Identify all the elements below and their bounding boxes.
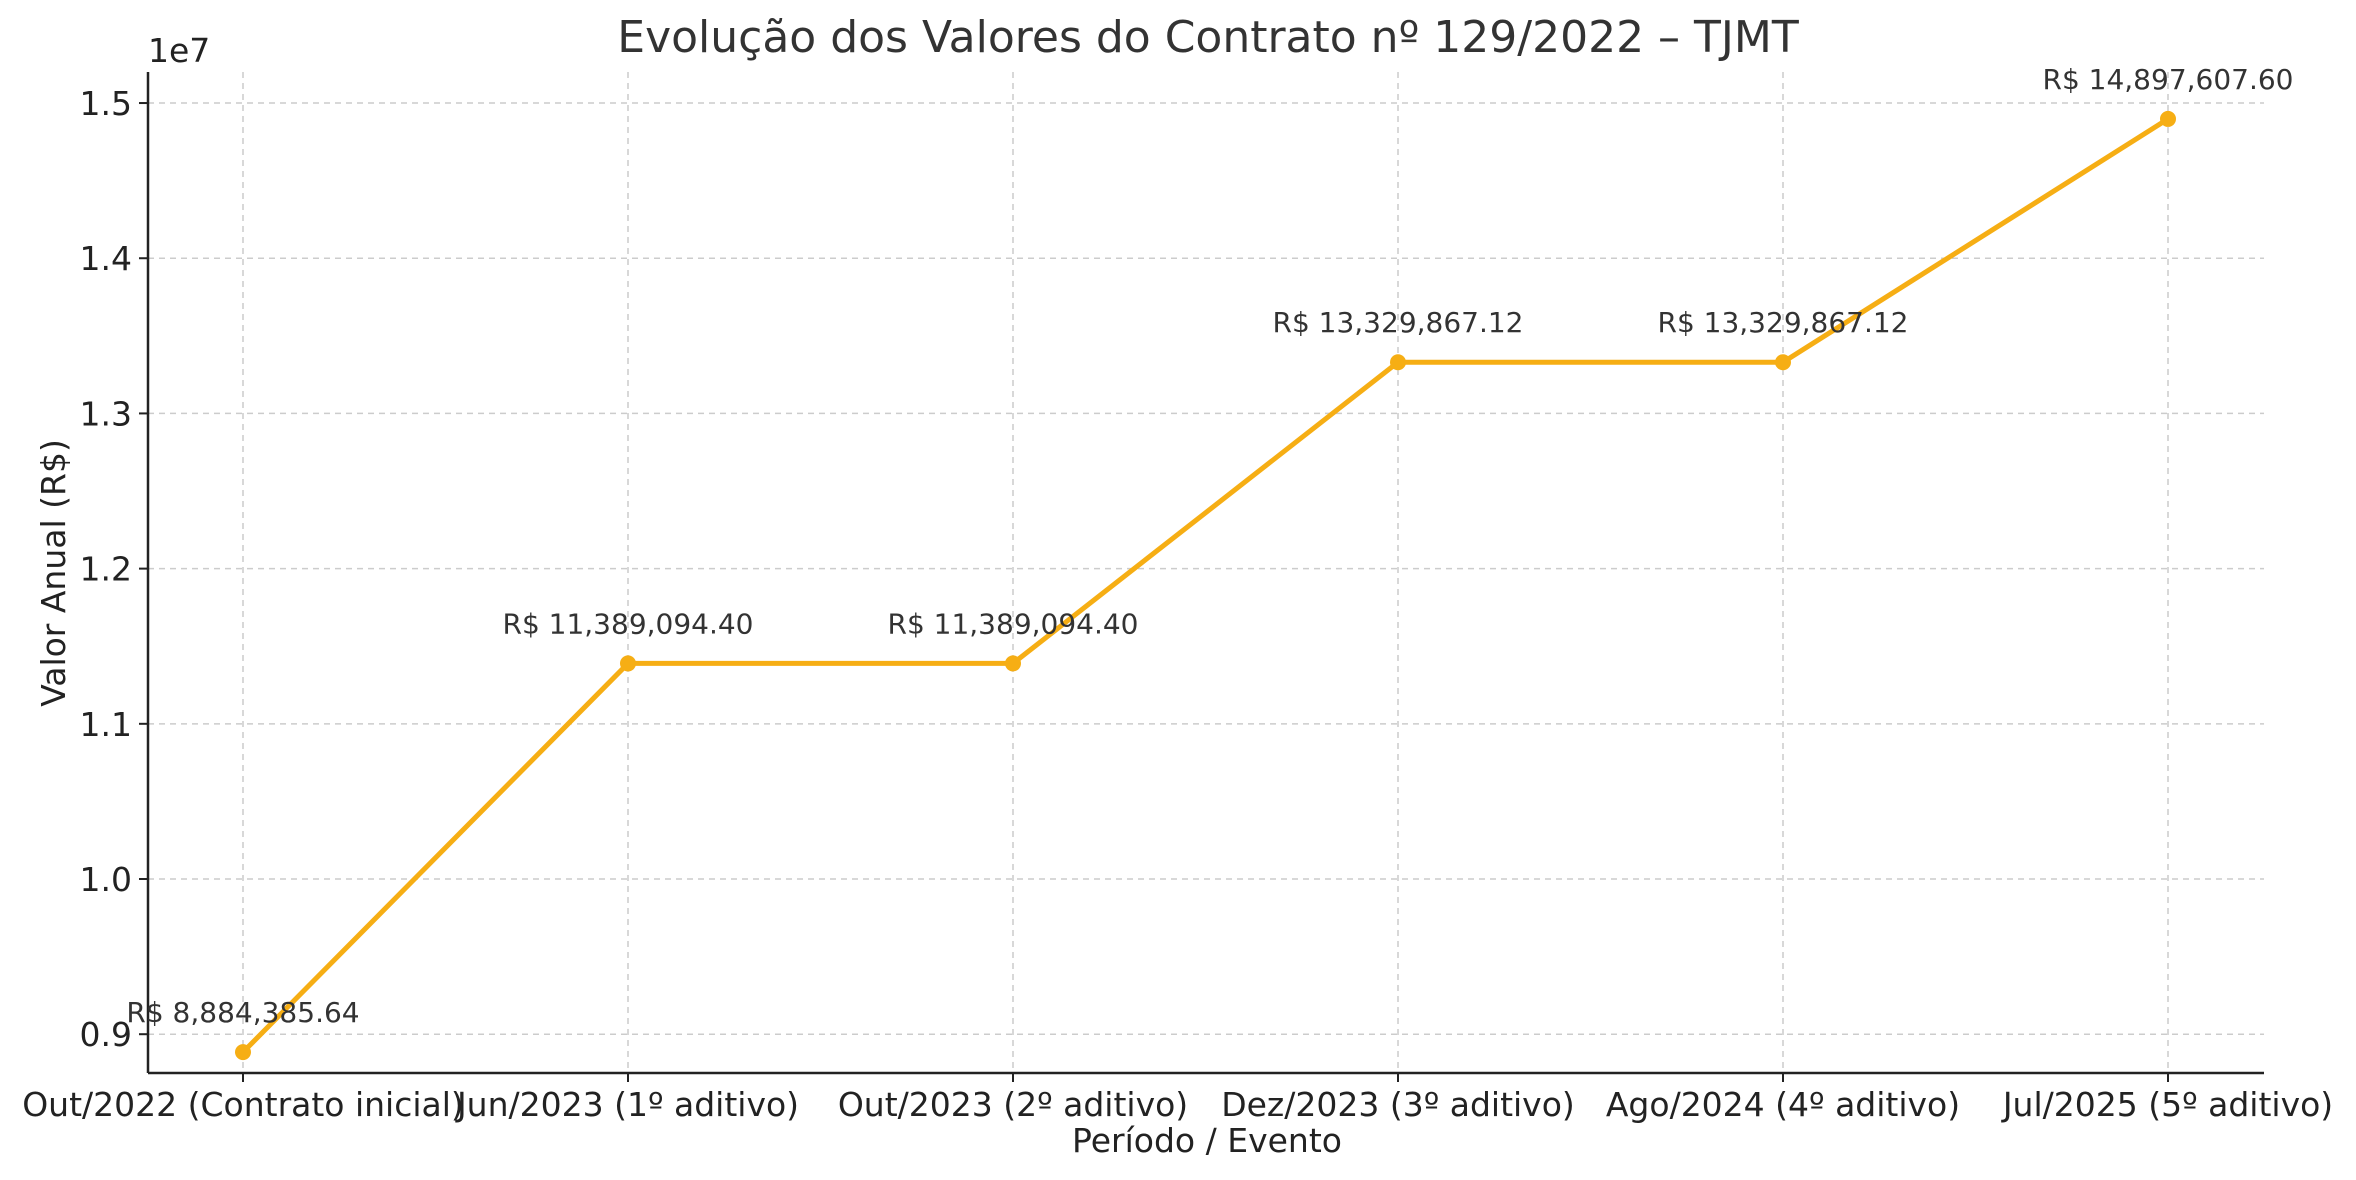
y-axis-offset-label: 1e7 <box>148 31 210 70</box>
data-point <box>1005 655 1021 672</box>
data-labels: R$ 8,884,385.64 R$ 11,389,094.40 R$ 11,389… <box>126 63 2293 1029</box>
data-label: R$ 8,884,385.64 <box>126 996 359 1029</box>
y-tick-label: 1.4 <box>80 239 132 278</box>
x-tick-label: Ago/2024 (4º aditivo) <box>1606 1085 1960 1124</box>
data-label: R$ 11,389,094.40 <box>502 607 753 640</box>
y-tick-label: 1.3 <box>80 394 132 433</box>
data-point <box>620 655 636 672</box>
data-point <box>1390 354 1406 371</box>
data-point <box>1775 354 1791 371</box>
x-tick-label: Out/2023 (2º aditivo) <box>838 1085 1188 1124</box>
data-label: R$ 14,897,607.60 <box>2042 63 2293 96</box>
x-tick-label: Jul/2025 (5º aditivo) <box>2001 1085 2333 1124</box>
x-tick-label: Dez/2023 (3º aditivo) <box>1221 1085 1575 1124</box>
data-point <box>2160 110 2176 127</box>
x-tick-label: Jun/2023 (1º aditivo) <box>455 1085 799 1124</box>
x-axis-label: Período / Evento <box>1072 1121 1342 1160</box>
y-tick-label: 1.2 <box>80 550 132 589</box>
y-tick-label: 0.9 <box>80 1015 132 1054</box>
y-tick-label: 1.1 <box>80 705 132 744</box>
data-label: R$ 13,329,867.12 <box>1272 306 1523 339</box>
data-label: R$ 11,389,094.40 <box>887 607 1138 640</box>
series-layer <box>235 110 2176 1061</box>
y-tick-label: 1.0 <box>80 860 132 899</box>
axes: 0.9 1.0 1.1 1.2 1.3 1.4 1.5 Out/2022 (Contrato … <box>22 72 2333 1124</box>
series-line <box>240 116 2171 1055</box>
x-tick-label: Out/2022 (Contrato inicial) <box>22 1085 464 1124</box>
grid <box>148 72 2264 1073</box>
data-point <box>235 1044 251 1061</box>
y-axis-label: Valor Anual (R$) <box>34 439 73 707</box>
data-label: R$ 13,329,867.12 <box>1657 306 1908 339</box>
y-tick-label: 1.5 <box>80 84 132 123</box>
chart-title: Evolução dos Valores do Contrato nº 129/… <box>617 12 1799 63</box>
